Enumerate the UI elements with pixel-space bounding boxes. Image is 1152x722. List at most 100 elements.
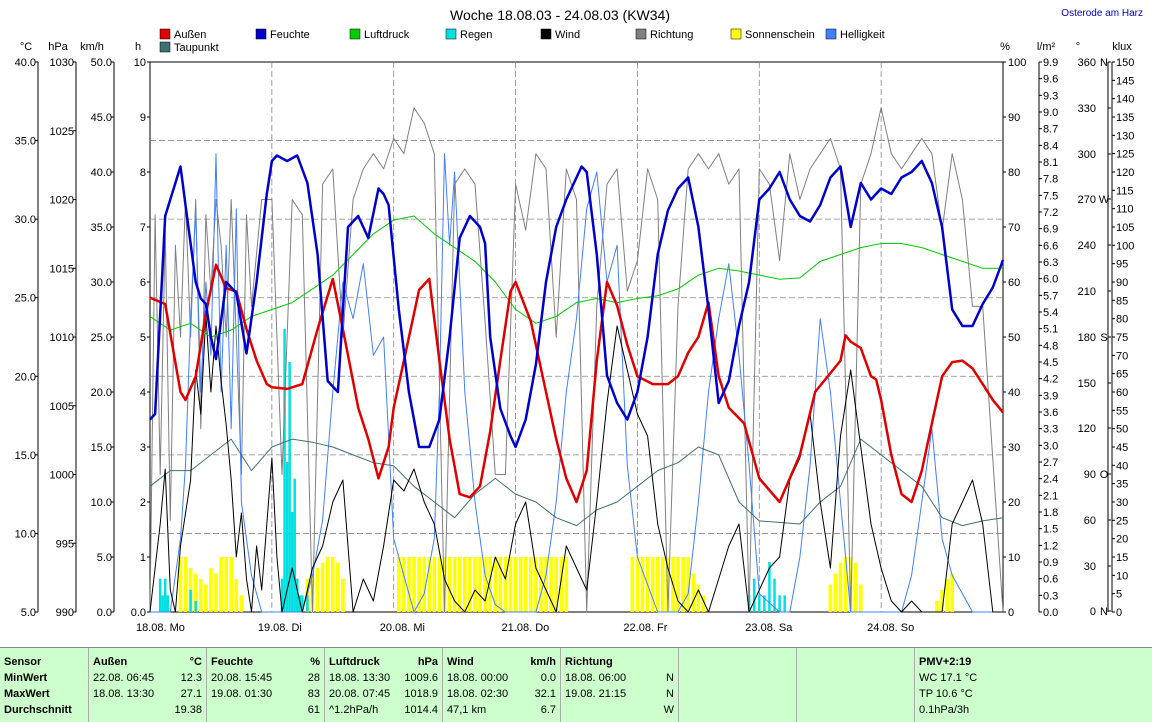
rain-axis-tick-label: 3.9: [1043, 390, 1058, 402]
bar-sonnenschein: [452, 557, 457, 612]
stats-value: 19.38: [174, 704, 202, 716]
rain-axis-tick-label: 4.5: [1043, 357, 1058, 369]
brightness-axis-tick-label: 5: [1116, 589, 1122, 601]
bar-regen: [163, 578, 167, 612]
brightness-axis-tick-label: 20: [1116, 534, 1128, 546]
bar-sonnenschein: [950, 573, 955, 612]
pressure-axis-tick-label: 1030: [50, 57, 74, 69]
pmv-wc: WC 17.1 °C: [919, 672, 978, 684]
rain-axis-tick-label: 3.6: [1043, 407, 1058, 419]
bar-sonnenschein: [219, 557, 223, 612]
day-label: 20.08. Mi: [380, 622, 425, 634]
pressure-axis-tick-label: 1020: [50, 195, 74, 207]
pmv-tp: TP 10.6 °C: [919, 688, 973, 700]
direction-axis-tick-label: 60: [1084, 515, 1096, 527]
stats-time: 20.08. 07:45: [329, 688, 391, 700]
stats-header: Feuchte: [211, 656, 254, 668]
axis-unit-direction: °: [1076, 41, 1080, 53]
stats-value: N: [666, 672, 674, 684]
location-label: Osterode am Harz: [1061, 8, 1143, 19]
stats-value: W: [663, 704, 674, 716]
stats-value: 28: [307, 672, 320, 684]
bar-regen: [758, 595, 761, 612]
stats-value: 27.1: [180, 688, 202, 700]
legend-label: Außen: [174, 29, 206, 41]
bar-sonnenschein: [640, 557, 645, 612]
bar-series: [158, 328, 955, 612]
bar-regen: [285, 462, 289, 612]
humidity-axis-tick-label: 0: [1008, 607, 1014, 619]
bar-regen: [166, 595, 170, 612]
direction-axis-tick-label: 180: [1078, 332, 1096, 344]
legend: Außen Feuchte Luftdruck Regen Wind Richtung So…: [159, 28, 885, 54]
bar-regen: [773, 578, 776, 612]
bar-regen: [768, 562, 771, 612]
bar-sonnenschein: [661, 557, 665, 612]
brightness-axis-tick-label: 60: [1116, 387, 1128, 399]
series-wind: [149, 314, 1003, 613]
day-label: 23.08. Sa: [745, 622, 793, 634]
wind-axis-tick-label: 5.0: [97, 552, 112, 564]
bar-sonnenschein: [696, 584, 701, 612]
stats-time: ^1.2hPa/h: [329, 704, 379, 716]
rain-axis-tick-label: 4.2: [1043, 374, 1058, 386]
chart-title: Woche 18.08.03 - 24.08.03 (KW34): [450, 7, 670, 23]
bar-sonnenschein: [462, 557, 467, 612]
stats-unit: °C: [189, 656, 202, 668]
bar-sonnenschein: [239, 595, 244, 612]
brightness-axis-tick-label: 135: [1116, 112, 1134, 124]
bar-sonnenschein: [320, 562, 325, 612]
bar-sonnenschein: [498, 557, 503, 612]
sun-axis-tick-label: 3: [140, 442, 146, 454]
stats-time: 18.08. 13:30: [329, 672, 391, 684]
humidity-axis-tick-label: 20: [1008, 497, 1020, 509]
axis-unit-rain: l/m²: [1037, 41, 1056, 53]
pressure-axis-tick-label: 990: [56, 607, 74, 619]
bar-sonnenschein: [493, 557, 498, 612]
bar-sonnenschein: [508, 557, 513, 612]
temp-axis-tick-label: 40.0: [15, 57, 36, 69]
day-label: 19.08. Di: [258, 622, 302, 634]
legend-swatch: [445, 28, 457, 40]
wind-axis-tick-label: 45.0: [91, 112, 112, 124]
sun-axis-tick-label: 0.0: [131, 607, 146, 619]
bar-sonnenschein: [417, 557, 421, 612]
direction-axis-tick-label: 270: [1078, 194, 1096, 206]
wind-axis-tick-label: 15.0: [91, 442, 112, 454]
humidity-axis-tick-label: 50: [1008, 332, 1020, 344]
stats-time: 47,1 km: [447, 704, 487, 716]
bar-regen: [763, 595, 766, 612]
brightness-axis-tick-label: 115: [1116, 185, 1134, 197]
brightness-axis-tick-label: 80: [1116, 314, 1128, 326]
brightness-axis-tick-label: 50: [1116, 424, 1128, 436]
bar-regen: [306, 595, 309, 612]
legend-label: Luftdruck: [364, 29, 410, 41]
stats-col-empty-1: [679, 648, 797, 722]
bar-regen: [283, 328, 286, 612]
bar-sonnenschein: [198, 579, 203, 612]
bar-regen: [293, 478, 296, 612]
stats-time: 19.08. 01:30: [211, 688, 273, 700]
weather-chart: Woche 18.08.03 - 24.08.03 (KW34) Osterod…: [15, 7, 1143, 634]
rain-axis-tick-label: 6.6: [1043, 240, 1058, 252]
bar-regen: [158, 578, 162, 612]
rain-axis-tick-label: 0.0: [1043, 607, 1058, 619]
humidity-axis-tick-label: 30: [1008, 442, 1020, 454]
humidity-axis-tick-label: 80: [1008, 167, 1020, 179]
rain-axis-tick-label: 7.8: [1043, 174, 1058, 186]
bar-regen: [783, 595, 786, 612]
bar-sonnenschein: [407, 557, 411, 612]
wind-axis-tick-label: 20.0: [91, 387, 112, 399]
stats-value: 83: [307, 688, 320, 700]
bar-sonnenschein: [488, 557, 492, 612]
sun-axis-tick-label: 1: [140, 552, 146, 564]
direction-axis-dir-label: W: [1099, 194, 1110, 206]
stats-col-aussen: Außen °C 22.08. 06:45 12.3 18.08. 13:30 27.…: [89, 648, 207, 722]
stats-col-empty-2: [797, 648, 915, 722]
axes: °C hPa km/h h% l/m² ° klux40.035.030.025.020.0…: [15, 41, 1135, 619]
bar-sonnenschein: [539, 557, 543, 612]
wind-axis-tick-label: 25.0: [91, 332, 112, 344]
bar-sonnenschein: [564, 557, 569, 612]
wind-axis-tick-label: 40.0: [91, 167, 112, 179]
plot-area: [149, 61, 1004, 613]
